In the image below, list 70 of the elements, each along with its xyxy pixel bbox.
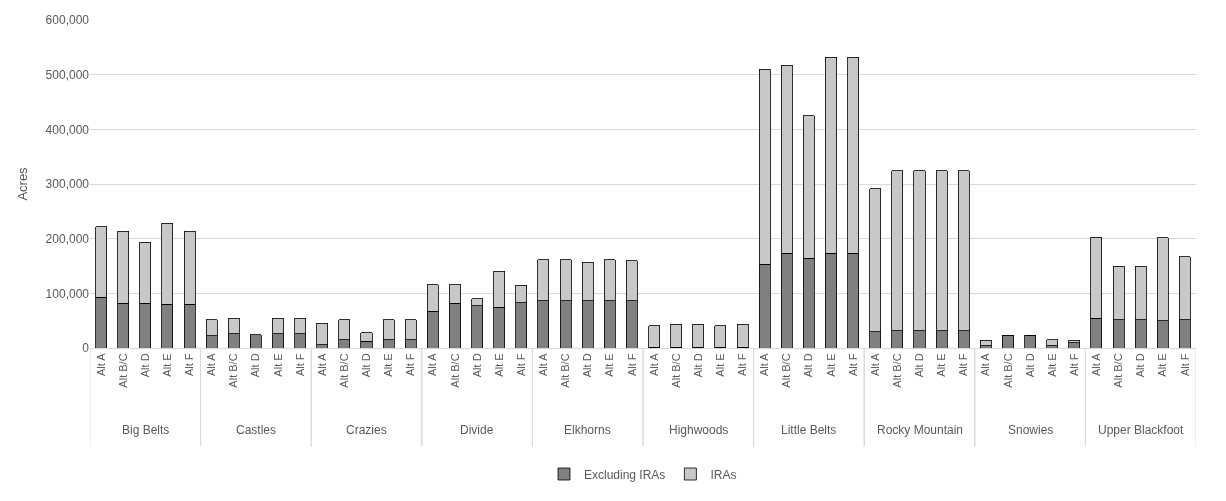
x-tick-label: Alt F xyxy=(1178,353,1191,377)
x-tick-label: Alt A xyxy=(537,352,550,377)
y-tick-label: 100,000 xyxy=(45,286,90,301)
text: Upper Blackfoot xyxy=(1098,423,1185,437)
x-tick-label: Alt E xyxy=(271,353,284,377)
x-tick-label: Alt D xyxy=(1023,353,1036,378)
x-tick-label: Alt E xyxy=(382,353,395,377)
x-tick-label: Alt F xyxy=(514,353,527,377)
x-tick-label: Alt E xyxy=(603,353,616,377)
x-tick-label: Alt E xyxy=(935,353,948,377)
text: Highwoods xyxy=(669,423,729,437)
y-axis-title: Acres xyxy=(14,166,30,201)
text: Elkhorns xyxy=(564,423,611,437)
x-tick-label: Alt F xyxy=(736,353,749,377)
x-tick-label: Alt B/C xyxy=(227,353,240,388)
y-tick-label: 400,000 xyxy=(45,122,90,137)
x-tick-label: Alt A xyxy=(979,352,992,377)
x-tick-label: Alt A xyxy=(315,352,328,377)
x-tick-label: Alt D xyxy=(581,353,594,378)
x-tick-label: Alt A xyxy=(758,352,771,377)
x-tick-label: Alt F xyxy=(957,353,970,377)
x-tick-label: Alt B/C xyxy=(448,353,461,388)
x-tick-label: Alt A xyxy=(1090,352,1103,377)
x-tick-label: Alt F xyxy=(1067,353,1080,377)
x-tick-label: Alt B/C xyxy=(890,353,903,388)
x-tick-label: Alt A xyxy=(205,352,218,377)
x-tick-label: Alt B/C xyxy=(559,353,572,388)
x-tick-label: Alt E xyxy=(160,353,173,377)
x-tick-label: Alt D xyxy=(1134,353,1147,378)
x-tick-label: Alt E xyxy=(713,353,726,377)
x-tick-label: Alt A xyxy=(426,352,439,377)
x-tick-label: Alt D xyxy=(470,353,483,378)
x-tick-label: Alt A xyxy=(94,352,107,377)
legend-label: Excluding IRAs xyxy=(584,467,666,482)
x-tick-label: Alt B/C xyxy=(337,353,350,388)
text: Divide xyxy=(460,423,494,437)
x-tick-label: Alt D xyxy=(691,353,704,378)
x-tick-label: Alt E xyxy=(492,353,505,377)
text: Rocky Mountain xyxy=(877,423,964,437)
x-tick-label: Alt D xyxy=(913,353,926,378)
x-tick-label: Alt B/C xyxy=(780,353,793,388)
x-tick-label: Alt F xyxy=(625,353,638,377)
x-tick-label: Alt E xyxy=(1045,353,1058,377)
y-tick-label: 200,000 xyxy=(45,231,90,246)
x-tick-label: Alt A xyxy=(868,352,881,377)
x-tick-label: Alt B/C xyxy=(669,353,682,388)
x-tick-label: Alt B/C xyxy=(116,353,129,388)
x-tick-label: Alt F xyxy=(293,353,306,377)
x-tick-label: Alt E xyxy=(1156,353,1169,377)
x-tick-label: Alt A xyxy=(647,352,660,377)
y-tick-label: 300,000 xyxy=(45,177,90,192)
x-tick-label: Alt E xyxy=(824,353,837,377)
x-tick-label: Alt B/C xyxy=(1112,353,1125,388)
x-tick-label: Alt B/C xyxy=(1001,353,1014,388)
x-tick-label: Alt F xyxy=(404,353,417,377)
legend-label: IRAs xyxy=(710,467,737,482)
x-tick-label: Alt F xyxy=(846,353,859,377)
x-tick-label: Alt D xyxy=(138,353,151,378)
x-tick-label: Alt F xyxy=(183,353,196,377)
x-tick-label: Alt D xyxy=(802,353,815,378)
text: Little Belts xyxy=(781,423,837,437)
y-tick-label: 600,000 xyxy=(45,13,90,28)
y-tick-label: 0 xyxy=(82,341,90,356)
x-tick-label: Alt D xyxy=(360,353,373,378)
y-tick-label: 500,000 xyxy=(45,67,90,82)
text: Crazies xyxy=(346,423,387,437)
x-tick-label: Alt D xyxy=(249,353,262,378)
text: Castles xyxy=(236,423,277,437)
text: Snowies xyxy=(1008,423,1054,437)
text: Big Belts xyxy=(122,423,170,437)
